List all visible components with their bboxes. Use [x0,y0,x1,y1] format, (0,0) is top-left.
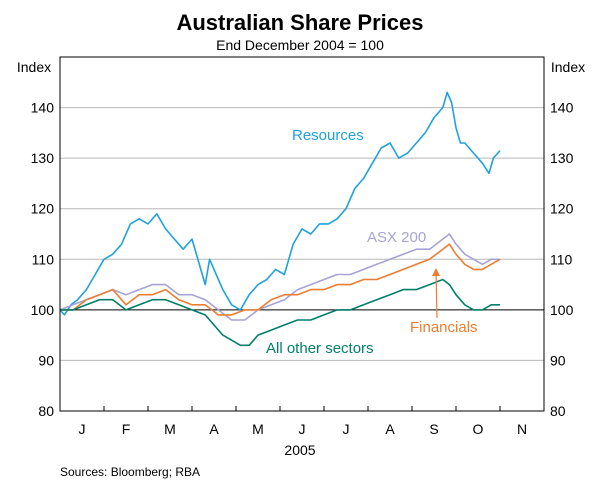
x-tick-label: M [252,421,264,437]
x-tick-label: J [343,421,350,437]
series-label-resources: Resources [292,127,364,144]
y-ticks: 80 80 90 90 100 100 110 110 120 120 130 130 140 140 [31,100,574,419]
x-tick-label: N [517,421,527,437]
y-tick-label-left: 100 [31,302,55,318]
series-line-asx-200 [59,233,500,321]
plot-frame [59,56,545,412]
series-line-financials [60,243,501,316]
x-tick-label: J [79,421,86,437]
series-lines [59,91,501,347]
y-axis-label-right: Index [551,59,585,75]
series-label-asx-200: ASX 200 [367,229,426,246]
y-tick-label-right: 90 [550,352,566,368]
y-axis-label-left: Index [17,59,51,75]
y-tick-label-left: 90 [38,352,54,368]
x-tick-label: J [299,421,306,437]
x-tick-label: A [385,421,395,437]
y-tick-label-left: 110 [32,251,55,267]
financials-pointer-line [435,270,438,319]
series-labels: Resources ASX 200 Financials All other sect… [266,127,478,357]
chart-subtitle: End December 2004 = 100 [216,37,384,53]
series-line-resources [59,91,501,316]
x-tick-label: M [164,421,176,437]
series-line-all-other-sectors [60,278,500,347]
y-tick-label-right: 120 [550,201,574,217]
y-tick-label-right: 100 [550,302,574,318]
chart-title: Australian Share Prices [176,10,423,35]
x-axis-label: 2005 [284,442,315,458]
y-tick-label-right: 140 [550,100,574,116]
y-tick-label-left: 130 [31,150,55,166]
y-tick-label-right: 80 [550,403,566,419]
x-tick-label: A [209,421,219,437]
y-tick-label-left: 80 [38,403,54,419]
y-tick-label-right: 130 [550,150,574,166]
y-tick-label-left: 140 [31,100,55,116]
x-tick-label: O [473,421,484,437]
y-tick-label-left: 120 [31,201,55,217]
series-label-all-other-sectors: All other sectors [266,340,374,357]
gridlines [60,107,544,412]
source-note: Sources: Bloomberg; RBA [60,465,200,479]
x-tick-label: S [429,421,438,437]
financials-pointer-arrowhead [432,268,440,276]
series-label-financials: Financials [410,319,478,336]
y-tick-label-right: 110 [550,251,573,267]
x-tick-label: F [122,421,131,437]
